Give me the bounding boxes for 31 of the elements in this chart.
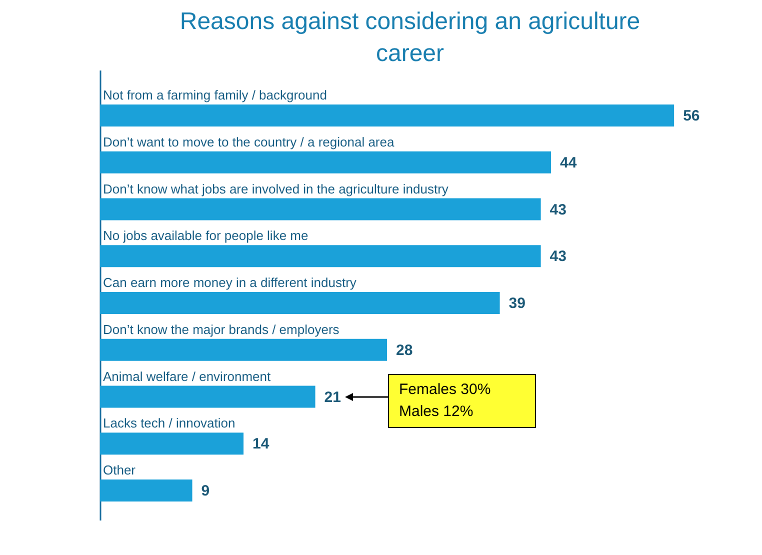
note-box: Females 30% Males 12% [388, 374, 536, 428]
y-tick-label: Can earn more money in a different industry [103, 275, 357, 290]
bar [100, 104, 674, 126]
annotation: Females 30% [399, 380, 492, 400]
data-label: 44 [560, 154, 578, 172]
bar [100, 245, 541, 268]
y-tick-label: Not from a farming family / background [103, 88, 327, 102]
data-label: 43 [550, 248, 566, 266]
y-tick-label: Other [103, 462, 136, 478]
chart-title: Reasons against considering an agriculture career [180, 8, 640, 67]
data-label: 56 [683, 108, 700, 124]
bar [100, 480, 192, 502]
data-label: 28 [396, 342, 413, 359]
y-tick-label: Don’t know the major brands / employers [103, 322, 340, 337]
bar [100, 292, 500, 314]
data-label: 14 [252, 436, 270, 453]
y-tick-label: Don’t want to move to the country / a regional area [103, 134, 395, 150]
data-label: 21 [324, 388, 341, 406]
y-tick-label: Don’t know what jobs are involved in the agriculture industry [103, 181, 449, 196]
annotation: Males 12% [399, 402, 474, 422]
bar [100, 151, 552, 174]
bar [100, 338, 388, 361]
y-tick-label: Animal welfare / environment [103, 368, 272, 384]
y-tick-label: Lacks tech / innovation [103, 416, 236, 431]
bar [100, 386, 316, 408]
data-label: 39 [508, 295, 526, 312]
bar [100, 432, 244, 455]
data-label: 9 [201, 482, 210, 500]
data-label: 43 [550, 201, 566, 218]
bar [100, 198, 541, 220]
y-tick-label: No jobs available for people like me [103, 228, 308, 244]
